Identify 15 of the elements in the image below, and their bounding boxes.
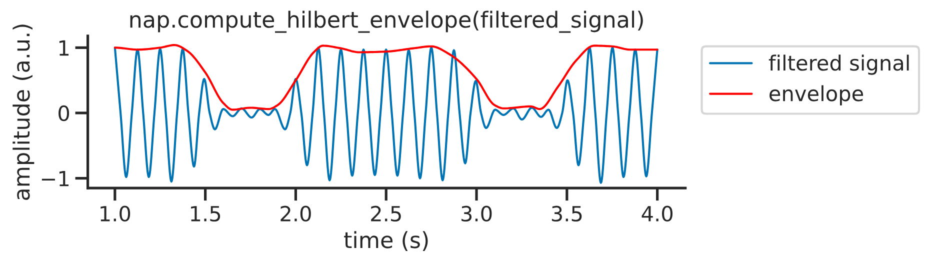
y-tick-label: 0 [58,105,70,122]
y-tick-label: 1 [59,40,69,56]
x-tick-label: 2.0 [280,206,311,222]
x-tick-label: 1.0 [100,206,130,222]
x-axis-title: time (s) [344,231,428,251]
x-tick-label: 1.5 [191,206,220,222]
legend-label: filtered signal [768,54,909,75]
legend-label: envelope [770,85,864,106]
x-tick-label: 2.5 [371,206,401,222]
x-tick-label: 3.5 [552,206,582,222]
x-tick-label: 4.0 [642,206,673,222]
y-tick-label: −1 [42,170,69,186]
y-axis-title: amplitude (a.u.) [12,24,34,200]
chart-title: nap.compute_hilbert_envelope(filtered_signal) [130,10,643,33]
x-tick-label: 3.0 [462,206,492,222]
